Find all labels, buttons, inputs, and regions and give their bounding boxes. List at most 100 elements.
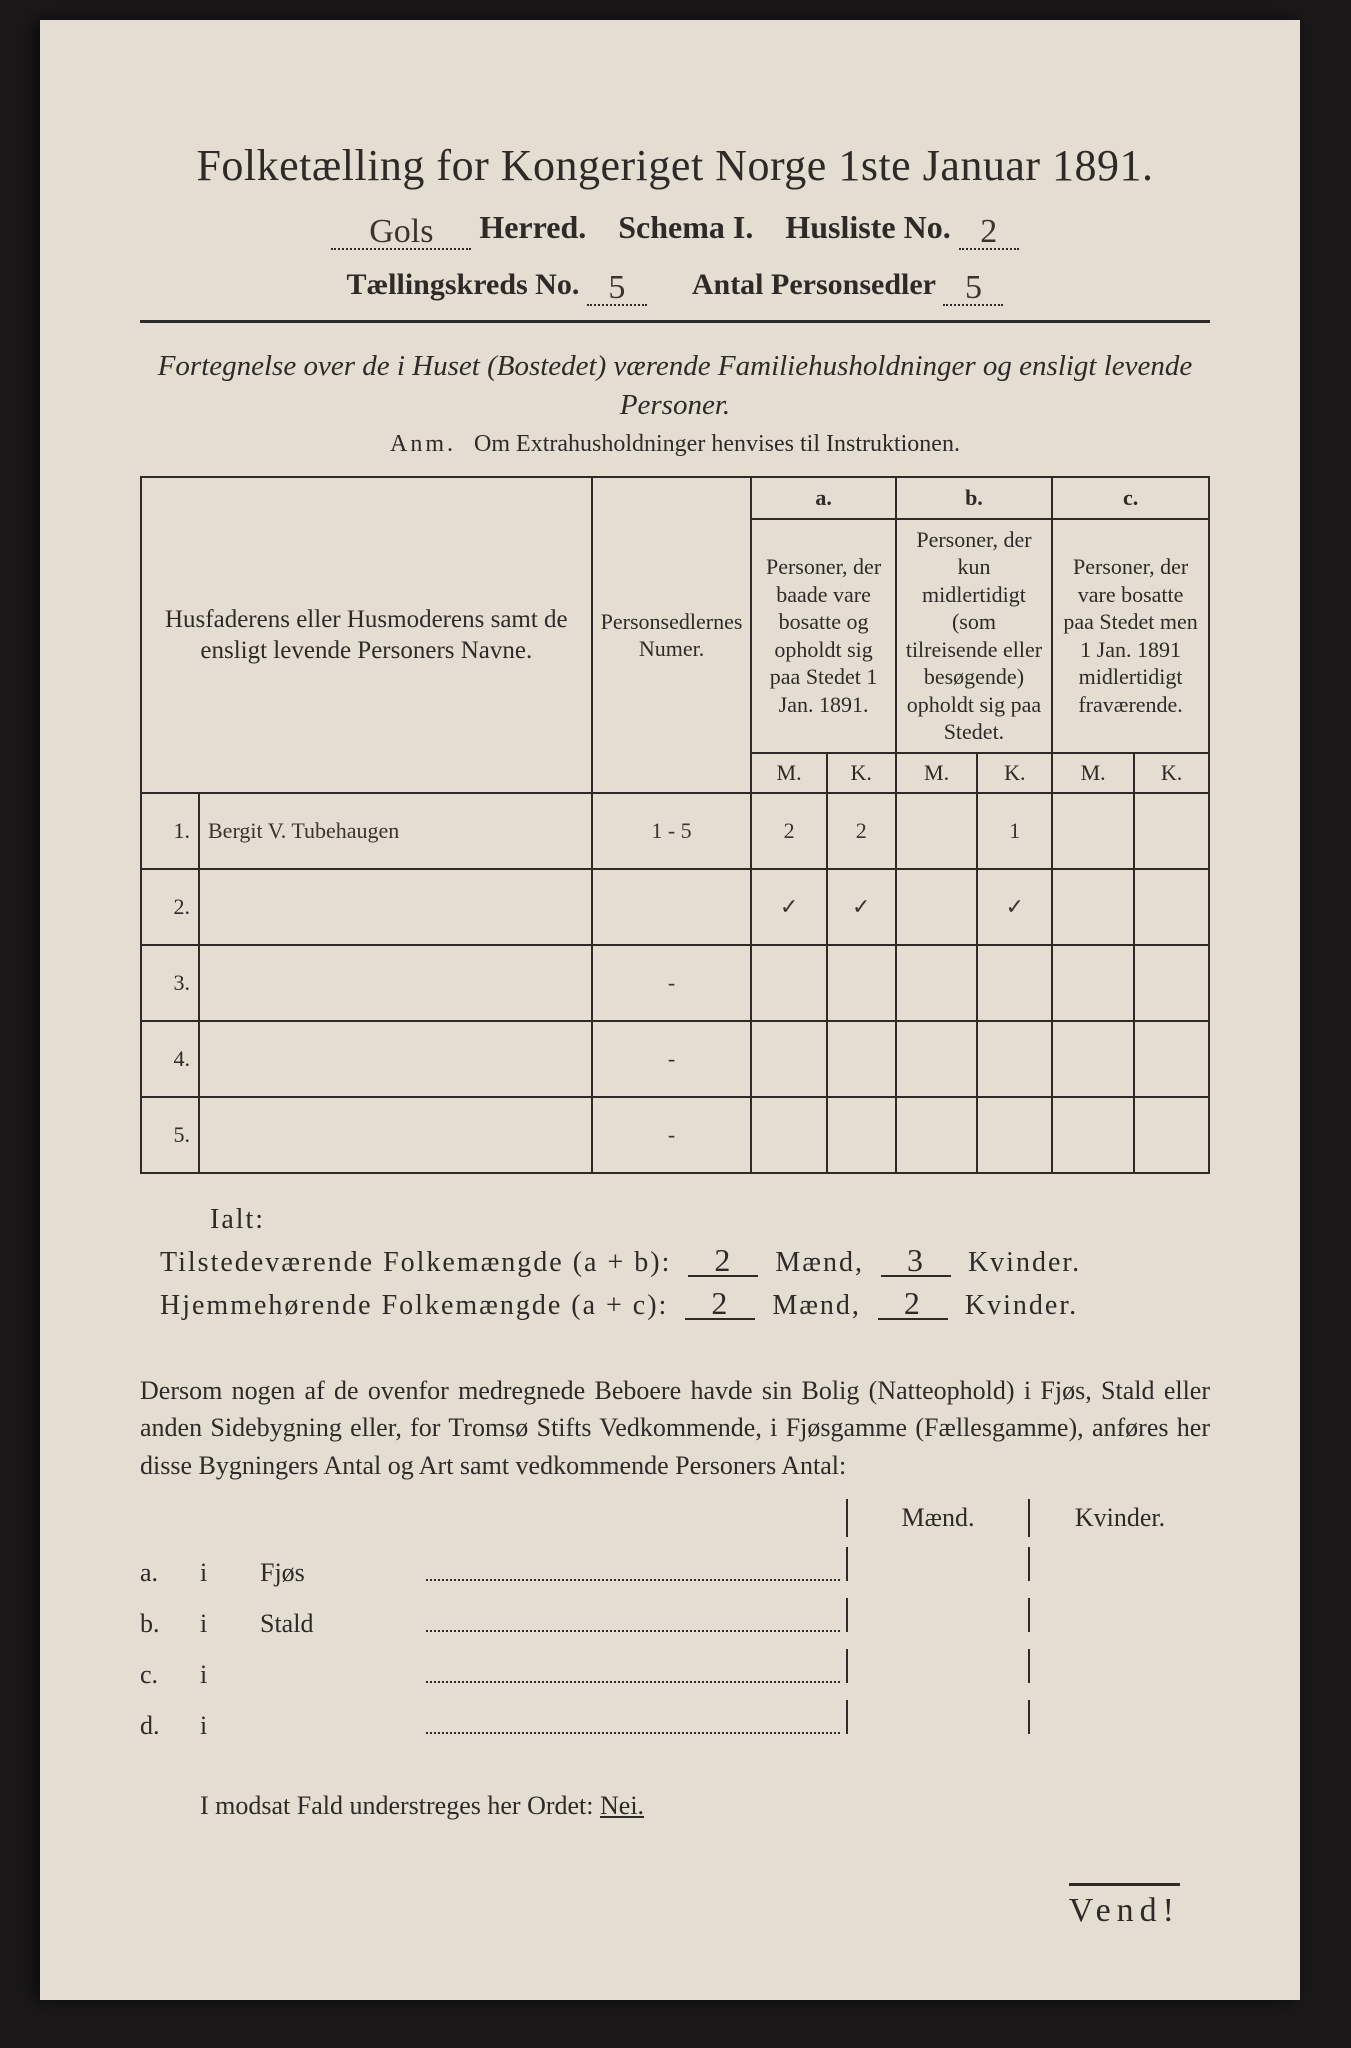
sum-resident: Hjemmehørende Folkemængde (a + c): 2 Mæn… — [160, 1289, 1210, 1322]
vend-label: Vend! — [1069, 1883, 1180, 1930]
bline-dots — [426, 1604, 840, 1632]
row-numer: 1 - 5 — [592, 793, 752, 869]
row-aK — [827, 1097, 896, 1173]
col-c-tag: c. — [1052, 477, 1209, 519]
building-line: b.iStald — [140, 1598, 1210, 1639]
table-header-row: Husfaderens eller Husmoderens samt de en… — [141, 477, 1209, 519]
anm-label: Anm. — [390, 431, 456, 457]
row-aM — [751, 1021, 826, 1097]
herred-label: Herred. — [479, 209, 586, 245]
herred-handwritten: Gols — [331, 217, 471, 250]
antal-label: Antal Personsedler — [692, 268, 936, 301]
row-aM — [751, 1097, 826, 1173]
c-k: K. — [1134, 753, 1209, 793]
sum1-label: Tilstedeværende Folkemængde (a + b): — [160, 1247, 671, 1278]
anm-line: Anm. Om Extrahusholdninger henvises til … — [140, 431, 1210, 458]
bline-i: i — [200, 1609, 260, 1639]
b-tag: b. — [965, 485, 983, 510]
row-cM — [1052, 1097, 1134, 1173]
row-numer: - — [592, 1097, 752, 1173]
row-number: 3. — [141, 945, 199, 1021]
c-tag: c. — [1123, 485, 1138, 510]
row-bM — [896, 793, 978, 869]
row-cM — [1052, 793, 1134, 869]
sum2-k: 2 — [878, 1289, 948, 1320]
col-b-tag: b. — [896, 477, 1052, 519]
a-tag: a. — [815, 485, 832, 510]
sum2-kl: Kvinder. — [965, 1290, 1078, 1321]
bline-maend — [846, 1598, 1028, 1632]
paragraph-sidebygning: Dersom nogen af de ovenfor medregnede Be… — [140, 1372, 1210, 1485]
bline-type: Stald — [260, 1609, 420, 1639]
bline-letter: a. — [140, 1558, 200, 1588]
row-bM — [896, 1021, 978, 1097]
row-aM: ✓ — [751, 869, 826, 945]
row-bK: 1 — [977, 793, 1052, 869]
line-herred: Gols Herred. Schema I. Husliste No. 2 — [140, 209, 1210, 246]
row-name — [199, 1097, 592, 1173]
sum1-ml: Mænd, — [775, 1247, 864, 1278]
schema-label: Schema I. — [618, 209, 753, 245]
row-cM — [1052, 945, 1134, 1021]
sum2-label: Hjemmehørende Folkemængde (a + c): — [160, 1290, 668, 1321]
row-number: 2. — [141, 869, 199, 945]
kvinder-col-label: Kvinder. — [1028, 1499, 1210, 1537]
bline-dots — [426, 1706, 840, 1734]
sum1-k: 3 — [881, 1246, 951, 1277]
row-cK — [1134, 1097, 1209, 1173]
row-numer: - — [592, 945, 752, 1021]
col-c-text: Personer, der vare bosatte paa Stedet me… — [1052, 519, 1209, 753]
row-aK — [827, 945, 896, 1021]
building-line: c.i — [140, 1649, 1210, 1690]
a-k: K. — [827, 753, 896, 793]
sum2-ml: Mænd, — [772, 1290, 861, 1321]
ialt-label: Ialt: — [210, 1204, 1210, 1236]
table-row: 4. - — [141, 1021, 1209, 1097]
bline-letter: c. — [140, 1660, 200, 1690]
col-b-text: Personer, der kun midlertidigt (som tilr… — [896, 519, 1052, 753]
col-names-header: Husfaderens eller Husmoderens samt de en… — [141, 477, 592, 793]
bline-type: Fjøs — [260, 1558, 420, 1588]
sum1-m: 2 — [688, 1246, 758, 1277]
row-cK — [1134, 869, 1209, 945]
nei-text: I modsat Fald understreges her Ordet: — [200, 1791, 594, 1820]
row-bK — [977, 1021, 1052, 1097]
c-m: M. — [1052, 753, 1134, 793]
table-row: 5. - — [141, 1097, 1209, 1173]
row-numer: - — [592, 1021, 752, 1097]
a-m: M. — [751, 753, 826, 793]
row-name — [199, 869, 592, 945]
bline-i: i — [200, 1660, 260, 1690]
divider — [140, 320, 1210, 323]
bline-maend — [846, 1649, 1028, 1683]
row-bK: ✓ — [977, 869, 1052, 945]
bline-kvinder — [1028, 1598, 1210, 1632]
husliste-handwritten: 2 — [959, 217, 1019, 250]
col-a-tag: a. — [751, 477, 895, 519]
col-a-text: Personer, der baade vare bosatte og opho… — [751, 519, 895, 753]
row-bM — [896, 1097, 978, 1173]
row-bK — [977, 945, 1052, 1021]
row-cM — [1052, 1021, 1134, 1097]
bline-maend — [846, 1547, 1028, 1581]
row-cK — [1134, 945, 1209, 1021]
bline-i: i — [200, 1558, 260, 1588]
row-number: 5. — [141, 1097, 199, 1173]
mk-header: Mænd. Kvinder. — [140, 1499, 1210, 1537]
row-numer — [592, 869, 752, 945]
building-line: a.iFjøs — [140, 1547, 1210, 1588]
bline-i: i — [200, 1711, 260, 1741]
row-number: 4. — [141, 1021, 199, 1097]
kreds-handwritten: 5 — [587, 273, 647, 306]
husliste-label: Husliste No. — [785, 209, 950, 245]
row-number: 1. — [141, 793, 199, 869]
row-bK — [977, 1097, 1052, 1173]
page-title: Folketælling for Kongeriget Norge 1ste J… — [140, 140, 1210, 191]
col-numer-header: Personsedlernes Numer. — [592, 477, 752, 793]
sum2-m: 2 — [685, 1289, 755, 1320]
row-aM — [751, 945, 826, 1021]
b-k: K. — [977, 753, 1052, 793]
row-bM — [896, 869, 978, 945]
row-name — [199, 1021, 592, 1097]
maend-col-label: Mænd. — [846, 1499, 1028, 1537]
